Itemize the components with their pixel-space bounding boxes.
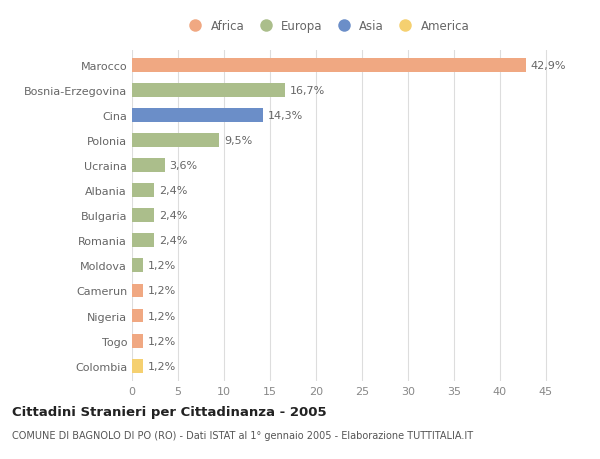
Text: 16,7%: 16,7% xyxy=(290,85,325,95)
Bar xyxy=(132,234,154,248)
Text: 1,2%: 1,2% xyxy=(148,336,176,346)
Text: COMUNE DI BAGNOLO DI PO (RO) - Dati ISTAT al 1° gennaio 2005 - Elaborazione TUTT: COMUNE DI BAGNOLO DI PO (RO) - Dati ISTA… xyxy=(12,431,473,440)
Legend: Africa, Europa, Asia, America: Africa, Europa, Asia, America xyxy=(179,16,474,38)
Bar xyxy=(132,109,263,123)
Text: 2,4%: 2,4% xyxy=(158,186,187,196)
Text: 3,6%: 3,6% xyxy=(170,161,198,171)
Text: 2,4%: 2,4% xyxy=(158,236,187,246)
Text: 1,2%: 1,2% xyxy=(148,261,176,271)
Bar xyxy=(132,259,143,273)
Text: 2,4%: 2,4% xyxy=(158,211,187,221)
Bar xyxy=(132,209,154,223)
Bar xyxy=(132,184,154,197)
Text: 42,9%: 42,9% xyxy=(531,61,566,71)
Bar xyxy=(132,159,165,173)
Text: 1,2%: 1,2% xyxy=(148,361,176,371)
Text: Cittadini Stranieri per Cittadinanza - 2005: Cittadini Stranieri per Cittadinanza - 2… xyxy=(12,405,326,419)
Bar xyxy=(132,334,143,348)
Text: 1,2%: 1,2% xyxy=(148,286,176,296)
Bar xyxy=(132,284,143,298)
Bar xyxy=(132,84,286,97)
Text: 1,2%: 1,2% xyxy=(148,311,176,321)
Bar xyxy=(132,134,220,147)
Text: 9,5%: 9,5% xyxy=(224,135,252,146)
Bar xyxy=(132,59,526,73)
Text: 14,3%: 14,3% xyxy=(268,111,303,121)
Bar xyxy=(132,359,143,373)
Bar xyxy=(132,309,143,323)
